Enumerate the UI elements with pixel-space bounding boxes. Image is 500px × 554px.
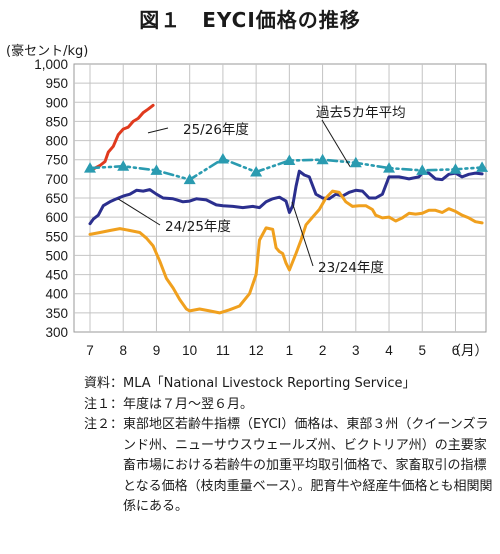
y-tick-label: 550 <box>45 229 68 244</box>
y-tick-label: 800 <box>45 134 68 149</box>
y-tick-label: 850 <box>45 114 68 129</box>
series-label: 23/24年度 <box>318 260 384 276</box>
eyci-line-chart: 300 350 400 450 500 550 600 650 700 750 800 850 900 9… <box>34 57 489 359</box>
y-tick-label: 700 <box>45 172 68 187</box>
series-marker-avg <box>349 156 362 168</box>
note-2-text: 東部地区若齢牛指標（EYCI）価格は、東部３州（クイーンズランド州、ニューサウス… <box>123 417 493 514</box>
y-tick-label: 650 <box>45 191 68 206</box>
chart-annotations: 25/26年度 過去5カ年平均 24/25年度 23/24年度 <box>117 105 406 276</box>
series-marker-avg <box>283 154 296 165</box>
x-tick-label: 7 <box>86 343 94 358</box>
series-label: 24/25年度 <box>165 219 231 235</box>
x-tick-label: 3 <box>352 343 360 358</box>
y-tick-label: 600 <box>45 210 68 225</box>
y-tick-label: 350 <box>45 306 68 321</box>
x-tick-label: 4 <box>385 343 393 358</box>
chart-series <box>84 103 489 315</box>
y-tick-label: 500 <box>45 248 68 263</box>
series-marker-avg <box>183 173 196 185</box>
series-marker-avg <box>117 160 130 171</box>
annotation-leader <box>291 201 314 267</box>
note-2-key: 注２： <box>84 417 124 432</box>
y-tick-label: 400 <box>45 287 68 302</box>
y-tick-label: 900 <box>45 95 68 110</box>
x-tick-label: 2 <box>319 343 327 358</box>
note-1: 注１： 年度は７月～翌６月。 <box>84 395 494 416</box>
chart-notes: 資料： MLA「National Livestock Reporting Ser… <box>84 374 494 518</box>
series-marker-avg <box>383 162 396 173</box>
chart-title: 図１ EYCI価格の推移 <box>139 8 361 32</box>
x-tick-label: 1 <box>286 343 294 358</box>
y-axis-ticks: 300 350 400 450 500 550 600 650 700 750 800 850 900 9… <box>34 57 68 340</box>
note-2: 注２： 東部地区若齢牛指標（EYCI）価格は、東部３州（クイーンズランド州、ニュ… <box>84 415 494 518</box>
note-source: 資料： MLA「National Livestock Reporting Ser… <box>84 374 494 395</box>
note-source-key: 資料： <box>84 376 124 391</box>
y-tick-label: 950 <box>45 76 68 91</box>
y-tick-label: 450 <box>45 268 68 283</box>
x-tick-label: 5 <box>419 343 427 358</box>
y-axis-unit-label: (豪セント/kg) <box>6 44 89 59</box>
note-source-text: MLA「National Livestock Reporting Service… <box>123 376 416 391</box>
series-marker-avg <box>416 164 429 175</box>
series-line-s2425 <box>88 169 484 226</box>
note-1-text: 年度は７月～翌６月。 <box>123 396 254 412</box>
x-tick-label: 6 <box>452 343 460 358</box>
x-tick-label: 10 <box>182 343 197 358</box>
note-1-key: 注１： <box>84 396 124 412</box>
series-label: 過去5カ年平均 <box>316 105 406 121</box>
y-tick-label: 750 <box>45 153 68 168</box>
series-marker-avg <box>84 162 96 173</box>
series-marker-avg <box>250 165 263 177</box>
series-marker-avg <box>476 161 489 172</box>
x-axis-unit-label: （月） <box>448 343 489 359</box>
series-line-s2526 <box>88 103 155 172</box>
x-tick-label: 8 <box>119 343 127 358</box>
series-label: 25/26年度 <box>183 122 249 138</box>
x-tick-label: 12 <box>249 343 264 358</box>
annotation-leader <box>321 119 351 167</box>
series-marker-avg <box>216 152 229 164</box>
series-line-s2324 <box>88 189 484 315</box>
annotation-leader <box>117 198 161 226</box>
series-marker-avg <box>316 153 329 165</box>
series-marker-avg <box>150 164 163 175</box>
y-tick-label: 300 <box>45 325 68 340</box>
x-tick-label: 11 <box>216 343 230 358</box>
x-axis-ticks: 7 8 9 10 11 12 1 2 3 4 5 6（月） <box>86 343 488 359</box>
x-tick-label: 9 <box>153 343 161 358</box>
y-tick-label: 1,000 <box>34 57 68 72</box>
annotation-leader <box>147 127 169 134</box>
series-marker-avg <box>449 163 462 174</box>
